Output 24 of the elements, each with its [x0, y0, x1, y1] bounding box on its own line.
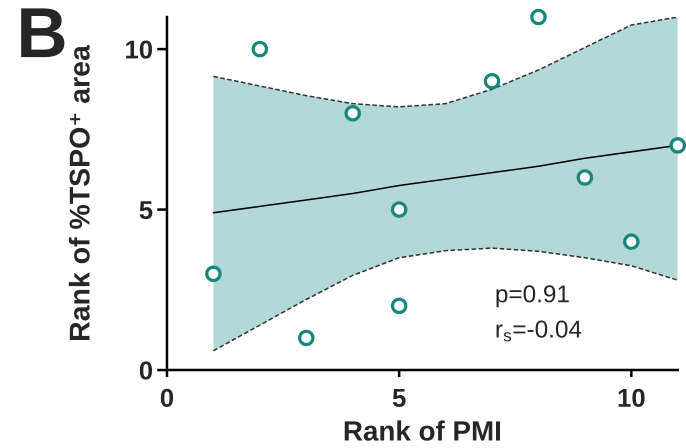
y-tick-label: 0 [140, 361, 152, 380]
point [576, 169, 594, 186]
line-series [212, 247, 678, 352]
annotation: r$_{s}$=-0.04 [496, 320, 582, 342]
x-tick-label: 5 [392, 389, 406, 407]
point [390, 201, 408, 218]
x-tick-label: 10 [618, 388, 645, 407]
x-tick-label: 0 [160, 388, 174, 407]
line-series [212, 17, 678, 108]
y-axis-title: Rank of %TSPO⁺ area [68, 45, 90, 340]
point [484, 72, 500, 90]
point [530, 8, 547, 26]
point [670, 137, 686, 154]
point [344, 105, 361, 122]
y-tick-label: 5 [140, 201, 152, 220]
point [623, 233, 640, 250]
x-axis-title: Rank of PMI [344, 420, 500, 441]
annotation: p=0.91 [496, 285, 569, 308]
y-tick-label: 10 [126, 40, 152, 59]
point [205, 266, 222, 282]
text: B [21, 8, 64, 58]
point [252, 40, 268, 58]
point [390, 298, 408, 314]
point [298, 330, 315, 346]
